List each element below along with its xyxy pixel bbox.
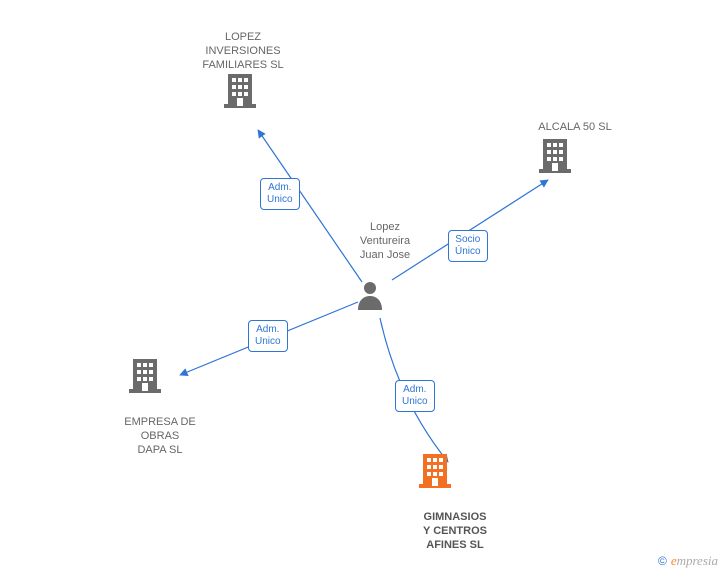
node-label-lopez-inversiones: LOPEZ INVERSIONES FAMILIARES SL: [193, 30, 293, 72]
center-node-label: Lopez Ventureira Juan Jose: [345, 220, 425, 262]
diagram-canvas: Lopez Ventureira Juan Jose Adm. Unico LOP…: [0, 0, 728, 575]
watermark: ©empresia: [658, 553, 718, 569]
building-icon: [419, 452, 451, 488]
copyright-symbol: ©: [658, 554, 667, 568]
building-icon: [129, 357, 161, 393]
brand-rest: mpresia: [677, 553, 718, 568]
node-label-alcala: ALCALA 50 SL: [525, 120, 625, 134]
edge-label-alcala: Socio Único: [448, 230, 488, 262]
building-icon: [224, 72, 256, 108]
edge-label-lopez-inversiones: Adm. Unico: [260, 178, 300, 210]
node-label-gimnasios: GIMNASIOS Y CENTROS AFINES SL: [405, 510, 505, 552]
edge-label-empresa-obras: Adm. Unico: [248, 320, 288, 352]
node-label-empresa-obras: EMPRESA DE OBRAS DAPA SL: [115, 415, 205, 457]
person-icon: [356, 280, 384, 310]
building-icon: [539, 137, 571, 173]
edge-label-gimnasios: Adm. Unico: [395, 380, 435, 412]
